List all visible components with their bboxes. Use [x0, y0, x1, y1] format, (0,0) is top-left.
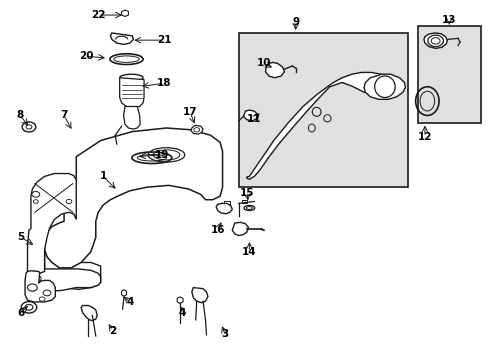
Polygon shape: [29, 269, 101, 291]
Circle shape: [21, 302, 37, 313]
Ellipse shape: [427, 35, 443, 46]
Text: 22: 22: [91, 10, 105, 20]
Bar: [238, 33, 407, 187]
Text: 15: 15: [239, 188, 254, 198]
Polygon shape: [423, 33, 447, 48]
Polygon shape: [123, 107, 140, 129]
Polygon shape: [246, 72, 400, 179]
Text: 19: 19: [154, 150, 168, 160]
Bar: [241, 200, 247, 203]
Text: 4: 4: [126, 297, 133, 307]
Polygon shape: [25, 271, 55, 302]
Polygon shape: [120, 78, 144, 108]
Text: 10: 10: [256, 58, 271, 68]
Text: 11: 11: [246, 114, 261, 124]
Ellipse shape: [148, 148, 184, 162]
Polygon shape: [243, 110, 258, 121]
Polygon shape: [122, 290, 126, 296]
Text: 6: 6: [18, 308, 25, 318]
Text: 14: 14: [242, 247, 256, 257]
Polygon shape: [191, 288, 207, 303]
Polygon shape: [265, 62, 284, 78]
Ellipse shape: [25, 271, 34, 289]
Text: 17: 17: [182, 107, 197, 117]
Polygon shape: [216, 203, 232, 214]
Text: 21: 21: [157, 35, 171, 45]
Text: 8: 8: [17, 111, 24, 121]
Polygon shape: [27, 174, 76, 273]
Polygon shape: [177, 297, 183, 303]
Polygon shape: [122, 10, 128, 17]
Ellipse shape: [374, 76, 394, 98]
Text: 9: 9: [291, 17, 299, 27]
Text: 20: 20: [79, 51, 93, 61]
Bar: [417, 26, 480, 123]
Text: 13: 13: [441, 15, 456, 26]
Polygon shape: [44, 128, 222, 268]
Text: 3: 3: [221, 329, 228, 339]
Polygon shape: [190, 126, 203, 134]
Polygon shape: [363, 74, 405, 99]
Text: 12: 12: [417, 132, 431, 142]
Text: 4: 4: [179, 308, 186, 318]
Text: 1: 1: [99, 171, 106, 181]
Circle shape: [22, 122, 36, 132]
Text: 16: 16: [210, 225, 224, 235]
Text: 18: 18: [157, 78, 171, 88]
Text: 2: 2: [109, 325, 116, 336]
Polygon shape: [232, 222, 248, 235]
Text: 7: 7: [61, 111, 68, 121]
Polygon shape: [44, 250, 101, 289]
Bar: [224, 201, 229, 204]
Polygon shape: [81, 306, 97, 320]
Ellipse shape: [120, 74, 143, 81]
Text: 5: 5: [18, 232, 25, 242]
